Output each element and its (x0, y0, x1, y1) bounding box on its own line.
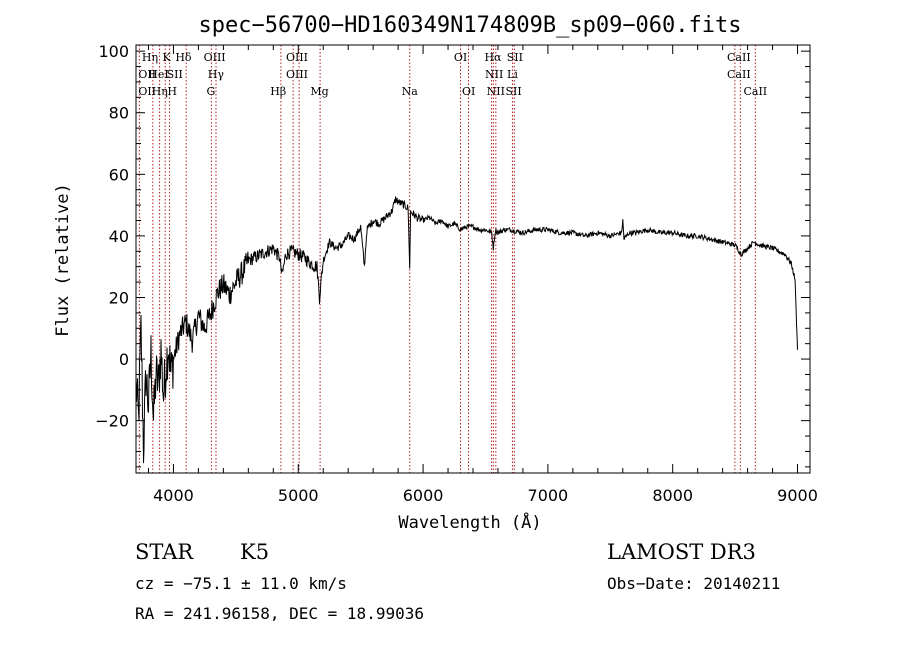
line-label-15: Li (507, 68, 518, 81)
line-label-14: NII (485, 68, 503, 81)
y-tick-label: 0 (119, 350, 129, 369)
line-label-2: Hδ (175, 51, 192, 64)
line-label-9: OII (138, 68, 156, 81)
x-axis-label: Wavelength (Å) (398, 511, 541, 533)
y-tick-label: 100 (98, 42, 129, 61)
line-label-10: HeI (148, 68, 168, 81)
survey-name: LAMOST DR3 (607, 540, 756, 564)
x-tick-label: 7000 (528, 486, 569, 505)
line-label-11: SII (167, 68, 183, 81)
object-subclass: K5 (240, 540, 270, 564)
line-label-7: SII (507, 51, 523, 64)
line-label-27: CaII (743, 85, 767, 98)
line-label-16: CaII (727, 68, 751, 81)
y-tick-label: 40 (109, 227, 129, 246)
x-tick-label: 9000 (777, 486, 818, 505)
chart-title: spec−56700−HD160349N174809B_sp09−060.fit… (198, 13, 741, 38)
y-tick-label: 20 (109, 288, 129, 307)
y-tick-label: 80 (109, 104, 129, 123)
line-label-12: Hγ (208, 68, 225, 81)
line-label-20: G (206, 85, 215, 98)
y-tick-label: 60 (109, 165, 129, 184)
line-label-5: OI (454, 51, 467, 64)
line-label-6: Hα (484, 51, 502, 64)
line-label-4: OIII (286, 51, 308, 64)
coordinates: RA = 241.96158, DEC = 18.99036 (135, 604, 424, 623)
spectrum-layer (135, 196, 798, 464)
redshift-velocity: cz = −75.1 ± 11.0 km/s (135, 574, 347, 593)
line-label-18: Hη (152, 85, 168, 98)
line-label-19: H (167, 85, 177, 98)
x-tick-label: 6000 (403, 486, 444, 505)
line-label-22: Mg (310, 85, 328, 98)
line-label-17: OII (138, 85, 156, 98)
line-label-1: K (162, 51, 171, 64)
x-axis: 4000 5000 6000 7000 8000 9000 (147, 45, 818, 505)
line-label-0: Hη (142, 51, 158, 64)
line-label-24: OI (462, 85, 475, 98)
plot-frame (135, 44, 811, 474)
y-tick-label: −20 (95, 412, 129, 431)
y-axis: −20 0 20 40 60 80 100 (95, 42, 810, 468)
line-label-23: Na (402, 85, 419, 98)
line-label-8: CaII (727, 51, 751, 64)
spectrum-line (135, 196, 798, 464)
observation-date: Obs−Date: 20140211 (607, 574, 781, 593)
line-label-3: OIII (204, 51, 226, 64)
line-label-13: OIII (286, 68, 308, 81)
x-tick-label: 4000 (153, 486, 194, 505)
line-label-25: NII (487, 85, 505, 98)
line-label-21: Hβ (270, 85, 286, 98)
x-tick-label: 8000 (652, 486, 693, 505)
x-tick-label: 5000 (278, 486, 319, 505)
y-axis-label: Flux (relative) (53, 183, 73, 337)
emission-lines-layer (138, 45, 756, 473)
line-label-26: SII (505, 85, 521, 98)
object-class: STAR (135, 540, 194, 564)
